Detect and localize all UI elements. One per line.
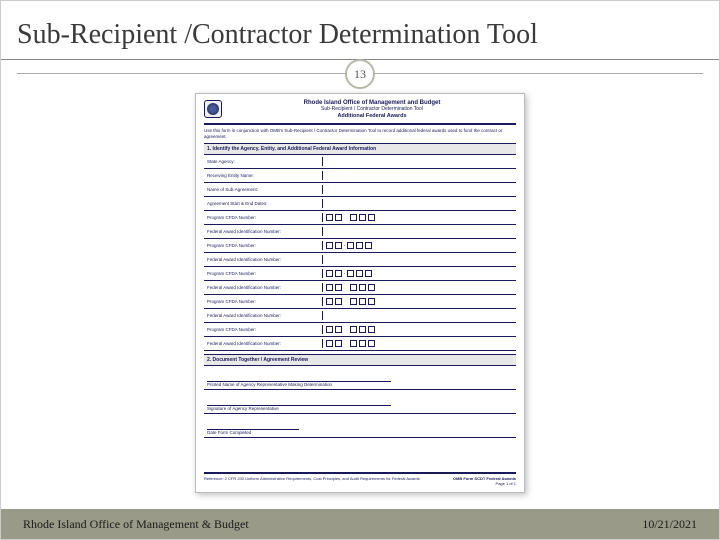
form-row: State Agency: [204, 155, 516, 169]
form-row-label: Receiving Entity Name: [204, 171, 323, 180]
form-header: Rhode Island Office of Management and Bu… [204, 100, 516, 125]
form-row: Federal Award Identification Number: [204, 337, 516, 351]
title-area: Sub-Recipient /Contractor Determination … [1, 1, 719, 60]
form-row: Federal Award Identification Number: [204, 281, 516, 295]
form-row-label: Agreement Start & End Dates: [204, 199, 323, 208]
sig3-label: Date Form Completed [207, 430, 513, 435]
slide-footer: Rhode Island Office of Management & Budg… [1, 509, 719, 539]
section2-header: 2. Document Together / Agreement Review [204, 354, 516, 366]
form-row-label: Program CFDA Number: [204, 325, 323, 334]
signature-block-1: Printed Name of Agency Representative Ma… [204, 366, 516, 390]
form-row: Federal Award Identification Number: [204, 253, 516, 267]
form-row-label: Federal Award Identification Number: [204, 283, 323, 292]
form-tool-name: Sub-Recipient / Contractor Determination… [228, 106, 516, 112]
form-row: Federal Award Identification Number: [204, 309, 516, 323]
form-document: Rhode Island Office of Management and Bu… [195, 93, 525, 493]
page-number-badge: 13 [345, 59, 375, 89]
footer-reference: Reference: 2 CFR 200 Uniform Administrat… [204, 476, 420, 486]
form-row-label: Program CFDA Number: [204, 213, 323, 222]
slide-title: Sub-Recipient /Contractor Determination … [17, 19, 703, 51]
form-rows-container: State Agency: Receiving Entity Name: Name … [204, 155, 516, 351]
slide: Sub-Recipient /Contractor Determination … [0, 0, 720, 540]
footer-left: Rhode Island Office of Management & Budg… [23, 517, 249, 532]
sig1-label: Printed Name of Agency Representative Ma… [207, 382, 513, 387]
form-row: Program CFDA Number: [204, 295, 516, 309]
form-row: Name of Sub-Agreement: [204, 183, 516, 197]
sig2-label: Signature of Agency Representative [207, 406, 513, 411]
form-row: Receiving Entity Name: [204, 169, 516, 183]
form-row-label: Federal Award Identification Number: [204, 227, 323, 236]
state-seal-icon [204, 100, 222, 118]
section1-header: 1. Identify the Agency, Entity, and Addi… [204, 143, 516, 155]
form-header-text: Rhode Island Office of Management and Bu… [228, 100, 516, 119]
form-row: Program CFDA Number: [204, 211, 516, 225]
footer-right: 10/21/2021 [642, 517, 697, 532]
form-row: Federal Award Identification Number: [204, 225, 516, 239]
form-row-label: Federal Award Identification Number: [204, 255, 323, 264]
form-row-label: Program CFDA Number: [204, 241, 323, 250]
signature-block-2: Signature of Agency Representative [204, 390, 516, 414]
form-row-label: Federal Award Identification Number: [204, 311, 323, 320]
form-intro: Use this form in conjunction with OMB's … [204, 128, 516, 140]
form-row: Program CFDA Number: [204, 323, 516, 337]
signature-block-3: Date Form Completed [204, 414, 516, 438]
footer-page: Page 1 of 1 [496, 481, 516, 486]
form-row-label: Federal Award Identification Number: [204, 339, 323, 348]
form-row-label: Name of Sub-Agreement: [204, 185, 323, 194]
form-row: Program CFDA Number:. [204, 267, 516, 281]
form-row: Program CFDA Number:. [204, 239, 516, 253]
form-subtitle: Additional Federal Awards [228, 113, 516, 119]
form-row-label: Program CFDA Number: [204, 297, 323, 306]
form-footer: Reference: 2 CFR 200 Uniform Administrat… [204, 472, 516, 486]
form-row-label: Program CFDA Number: [204, 269, 323, 278]
form-row-label: State Agency: [204, 157, 323, 166]
form-row: Agreement Start & End Dates: [204, 197, 516, 211]
